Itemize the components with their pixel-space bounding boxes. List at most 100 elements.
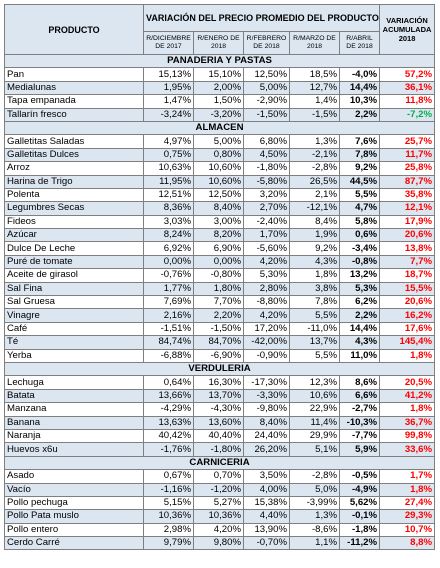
variation-value: 2,80% [243,281,290,297]
variation-value: 10,6% [289,388,340,404]
variation-value: 6,90% [193,241,244,256]
section-title: ALMACEN [3,120,436,136]
variation-value: 15,38% [243,495,290,511]
variation-value: 6,92% [143,241,194,256]
product-row: Vinagre 2,16% 2,20% 4,20% 5,5% 2,2% 16,2% [4,308,436,323]
variation-value: 4,20% [243,254,290,270]
product-row: Pollo entero 2,98% 4,20% 13,90% -8,6% -1,8% 10… [4,522,436,538]
variation-value: -3,99% [289,495,340,511]
product-row: Té 84,74% 84,70% -42,00% 13,7% 4,3% 145,4% [4,335,436,350]
table-header: PRODUCTO VARIACIÓN DEL PRECIO PROMEDIO D… [4,4,436,55]
variation-value: 2,2% [338,107,381,122]
variation-value: -8,80% [243,295,290,310]
variation-value: 1,47% [143,94,194,109]
product-row: Vacío -1,16% -1,20% 4,00% 5,0% -4,9% 1,8% [4,482,436,497]
variation-value: 13,8% [379,241,436,256]
product-name: Aceite de girasol [4,268,144,283]
variation-value: 8,8% [379,536,436,551]
variation-value: 5,5% [289,308,340,323]
variation-value: 12,3% [289,375,340,390]
variation-value: 14,4% [338,321,381,337]
variation-value: -1,80% [193,442,244,457]
variation-value: -0,5% [338,469,381,484]
product-row: Asado 0,67% 0,70% 3,50% -2,8% -0,5% 1,7% [4,469,436,484]
variation-value: -1,5% [289,107,340,122]
variation-value: 99,8% [379,428,436,444]
product-name: Galletitas Saladas [4,134,144,149]
variation-value: 40,42% [143,428,194,444]
product-row: Cerdo Carré 9,79% 9,80% -0,70% 1,1% -11,2% 8,8… [4,536,436,551]
variation-value: -7,2% [379,107,436,122]
variation-value: 22,9% [289,402,340,417]
variation-value: 10,3% [338,94,381,109]
variation-header: VARIACIÓN DEL PRECIO PROMEDIO DEL PRODUC… [142,4,381,32]
period-header: R/MARZO DE 2018 [289,31,340,55]
variation-value: 35,8% [379,187,436,203]
variation-value: 27,4% [379,495,436,511]
variation-value: -1,80% [243,161,290,176]
variation-value: 57,2% [379,67,436,82]
section-title: VERDULERIA [3,361,436,377]
variation-value: 2,00% [193,80,244,96]
product-name: Tallarín fresco [4,107,144,122]
variation-value: -0,70% [243,536,290,551]
product-row: Banana 13,63% 13,60% 8,40% 11,4% -10,3% 36,7% [4,415,436,430]
product-name: Harina de Trigo [4,174,144,189]
variation-value: 25,7% [379,134,436,149]
variation-value: 7,70% [193,295,244,310]
product-name: Puré de tomate [4,254,144,270]
variation-value: 8,40% [193,201,244,216]
variation-value: 10,60% [193,174,244,189]
variation-value: -4,29% [143,402,194,417]
product-row: Sal Gruesa 7,69% 7,70% -8,80% 7,8% 6,2% 20,6% [4,295,436,310]
variation-value: 12,7% [289,80,340,96]
product-name: Yerba [4,348,144,363]
variation-value: 5,8% [338,214,381,230]
product-name: Fideos [4,214,144,230]
variation-value: 11,95% [143,174,194,189]
variation-value: 4,20% [193,522,244,538]
variation-value: 5,5% [289,348,340,363]
variation-value: 4,00% [243,482,290,497]
variation-value: -11,2% [338,536,381,551]
variation-value: 41,2% [379,388,436,404]
variation-value: 3,03% [143,214,194,230]
variation-value: 18,7% [379,268,436,283]
variation-value: 25,8% [379,161,436,176]
variation-value: -12,1% [289,201,340,216]
period-header: R/ENERO DE 2018 [193,31,244,55]
variation-value: 1,8% [289,268,340,283]
variation-value: 6,2% [338,295,381,310]
variation-value: 13,60% [193,415,244,430]
variation-value: 1,8% [379,482,436,497]
variation-value: 0,67% [143,469,194,484]
product-row: Arroz 10,63% 10,60% -1,80% -2,8% 9,2% 25,8% [4,161,436,176]
product-row: Polenta 12,51% 12,50% 3,20% 2,1% 5,5% 35,8% [4,187,436,203]
section-row: VERDULERIA [3,361,436,377]
variation-value: -3,20% [193,107,244,122]
variation-value: 4,40% [243,509,290,524]
variation-value: 3,50% [243,469,290,484]
variation-value: 1,7% [379,469,436,484]
variation-value: 6,80% [243,134,290,149]
product-name: Té [4,335,144,350]
variation-value: 1,4% [289,94,340,109]
product-name: Legumbres Secas [4,201,144,216]
variation-value: 7,8% [338,147,381,163]
variation-value: 15,5% [379,281,436,297]
variation-value: 20,6% [379,295,436,310]
variation-value: 84,70% [193,335,244,350]
period-header: R/DICIEMBRE DE 2017 [143,31,194,55]
variation-value: 20,6% [379,228,436,243]
product-name: Lechuga [4,375,144,390]
table-body: PANADERIA Y PASTAS Pan 15,13% 15,10% 12,50% 1… [3,53,436,551]
variation-value: -8,6% [289,522,340,538]
variation-value: -9,80% [243,402,290,417]
variation-value: 8,4% [289,214,340,230]
period-header: R/FEBRERO DE 2018 [243,31,290,55]
variation-value: -4,0% [338,67,381,82]
variation-value: 4,50% [243,147,290,163]
variation-value: 11,8% [379,94,436,109]
variation-value: 13,90% [243,522,290,538]
product-name: Vinagre [4,308,144,323]
